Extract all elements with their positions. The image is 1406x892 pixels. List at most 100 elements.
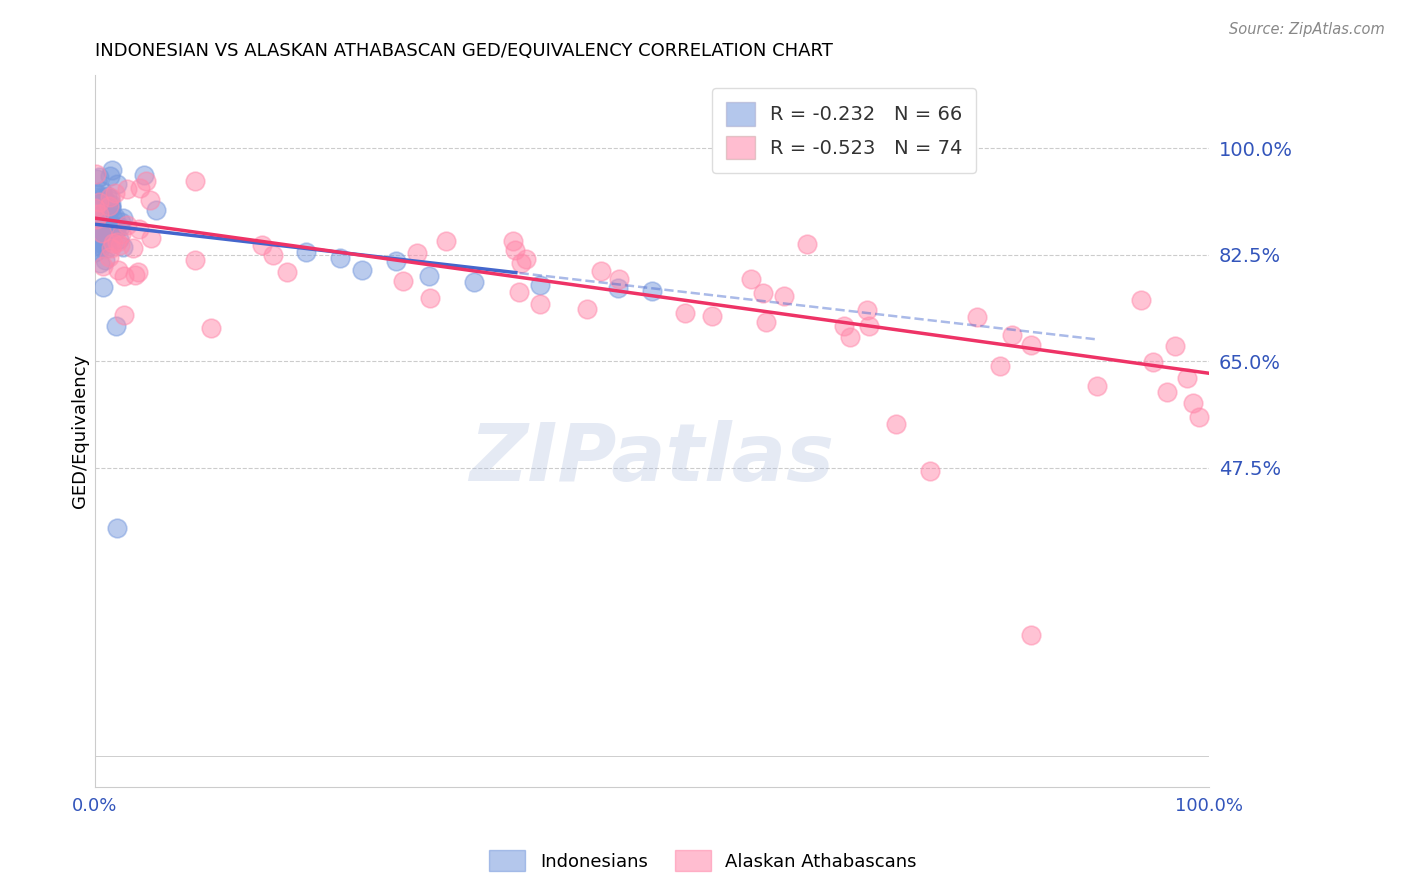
Point (84, 226, 107, 240)
Point (96, 229, 118, 244)
Point (107, 263, 129, 277)
Point (94, 253, 117, 268)
Point (702, 309, 724, 323)
Point (1001, 328, 1024, 343)
Legend: Indonesians, Alaskan Athabascans: Indonesians, Alaskan Athabascans (482, 843, 924, 879)
Point (419, 291, 441, 305)
Point (1188, 410, 1211, 425)
Point (97, 251, 120, 265)
Point (589, 264, 612, 278)
Point (100, 196, 122, 211)
Point (145, 202, 167, 217)
Point (91, 235, 114, 249)
Point (104, 221, 127, 235)
Point (100, 169, 122, 184)
Point (104, 211, 127, 225)
Point (920, 464, 942, 478)
Point (839, 329, 862, 343)
Point (91, 221, 114, 235)
Point (91, 190, 114, 204)
Point (510, 256, 533, 270)
Point (184, 173, 207, 187)
Point (90, 236, 112, 251)
Point (352, 263, 374, 277)
Point (184, 252, 207, 267)
Point (90, 227, 112, 241)
Point (98, 191, 121, 205)
Point (515, 252, 537, 266)
Point (127, 265, 149, 279)
Point (91, 207, 114, 221)
Point (1087, 378, 1109, 392)
Point (84, 186, 107, 201)
Point (740, 272, 762, 286)
Point (94, 193, 117, 207)
Point (87, 212, 110, 227)
Point (755, 315, 778, 329)
Point (94, 217, 117, 231)
Point (108, 238, 131, 252)
Point (86, 172, 108, 186)
Point (87, 191, 110, 205)
Point (98, 199, 121, 213)
Point (91, 208, 114, 222)
Point (966, 310, 988, 324)
Point (502, 234, 524, 248)
Point (89, 256, 111, 270)
Point (96, 241, 118, 255)
Point (773, 289, 796, 303)
Point (1019, 338, 1042, 352)
Point (105, 235, 128, 249)
Point (89, 207, 111, 221)
Point (115, 218, 138, 232)
Point (84, 167, 107, 181)
Point (91, 280, 114, 294)
Point (384, 253, 406, 268)
Point (529, 278, 551, 293)
Point (90, 226, 112, 240)
Point (100, 241, 122, 255)
Y-axis label: GED/Equivalency: GED/Equivalency (72, 354, 89, 508)
Point (139, 193, 162, 207)
Point (112, 269, 135, 284)
Point (100, 201, 122, 215)
Point (98, 190, 121, 204)
Point (103, 235, 125, 250)
Point (132, 169, 155, 183)
Point (607, 272, 630, 286)
Point (641, 284, 664, 298)
Point (104, 186, 127, 200)
Point (108, 220, 131, 235)
Point (392, 274, 415, 288)
Point (1182, 395, 1205, 409)
Point (97, 199, 120, 213)
Point (115, 182, 138, 196)
Point (1164, 339, 1187, 353)
Point (1142, 355, 1164, 369)
Point (89, 228, 111, 243)
Point (990, 359, 1012, 373)
Point (673, 306, 696, 320)
Point (1019, 628, 1042, 642)
Point (135, 173, 157, 187)
Point (84, 210, 107, 224)
Point (262, 248, 284, 262)
Point (101, 226, 124, 240)
Point (96, 189, 118, 203)
Point (508, 285, 530, 299)
Point (87, 195, 110, 210)
Point (406, 245, 429, 260)
Point (105, 177, 128, 191)
Point (858, 318, 880, 333)
Point (90, 211, 112, 226)
Point (86, 235, 108, 250)
Point (84, 245, 107, 260)
Point (84, 202, 107, 216)
Point (105, 223, 128, 237)
Point (295, 244, 318, 259)
Point (84, 211, 107, 226)
Point (418, 268, 440, 283)
Point (112, 211, 135, 226)
Point (90, 240, 112, 254)
Text: Source: ZipAtlas.com: Source: ZipAtlas.com (1229, 22, 1385, 37)
